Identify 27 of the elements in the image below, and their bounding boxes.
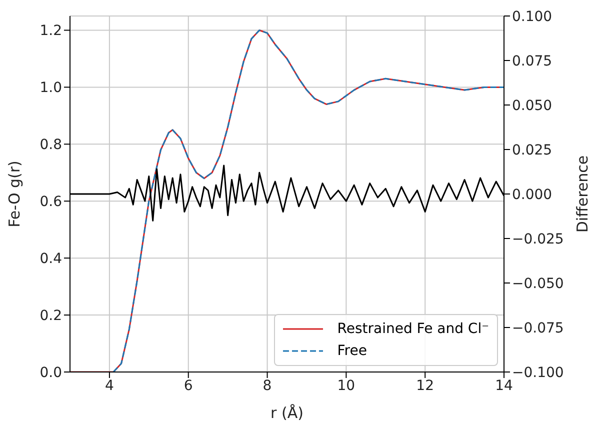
x-tick-label: 10 — [337, 378, 356, 394]
y2-tick-label: 0.000 — [512, 186, 552, 203]
y2-tick-label: −0.100 — [512, 364, 564, 381]
x-tick-label: 8 — [262, 378, 272, 394]
y2-tick-label: −0.075 — [512, 320, 564, 336]
y-tick-label: 0.6 — [40, 194, 62, 210]
y2-tick-label: 0.075 — [512, 53, 552, 70]
legend-label: Restrained Fe and Cl⁻ — [337, 321, 489, 337]
y-tick-label: 0.2 — [40, 308, 62, 324]
x-axis-title: r (Å) — [270, 404, 304, 422]
y2-tick-label: −0.050 — [512, 276, 564, 292]
y-tick-label: 1.2 — [40, 23, 62, 40]
legend-label: Free — [337, 343, 367, 359]
y2-tick-label: 0.025 — [512, 142, 552, 158]
y2-tick-label: 0.100 — [512, 8, 552, 25]
x-tick-label: 14 — [495, 378, 513, 394]
x-tick-label: 12 — [416, 378, 434, 394]
y2-tick-label: −0.025 — [512, 231, 564, 248]
x-tick-label: 6 — [184, 378, 193, 394]
y-tick-label: 0.8 — [40, 137, 62, 154]
y-tick-label: 1.0 — [40, 80, 62, 96]
y-tick-label: 0.4 — [40, 251, 62, 268]
y2-tick-label: 0.050 — [512, 98, 552, 114]
y-axis-title: Fe-O g(r) — [5, 160, 24, 228]
y2-axis-title: Difference — [573, 155, 592, 233]
y-tick-label: 0.0 — [40, 364, 62, 381]
x-tick-label: 4 — [104, 378, 114, 394]
